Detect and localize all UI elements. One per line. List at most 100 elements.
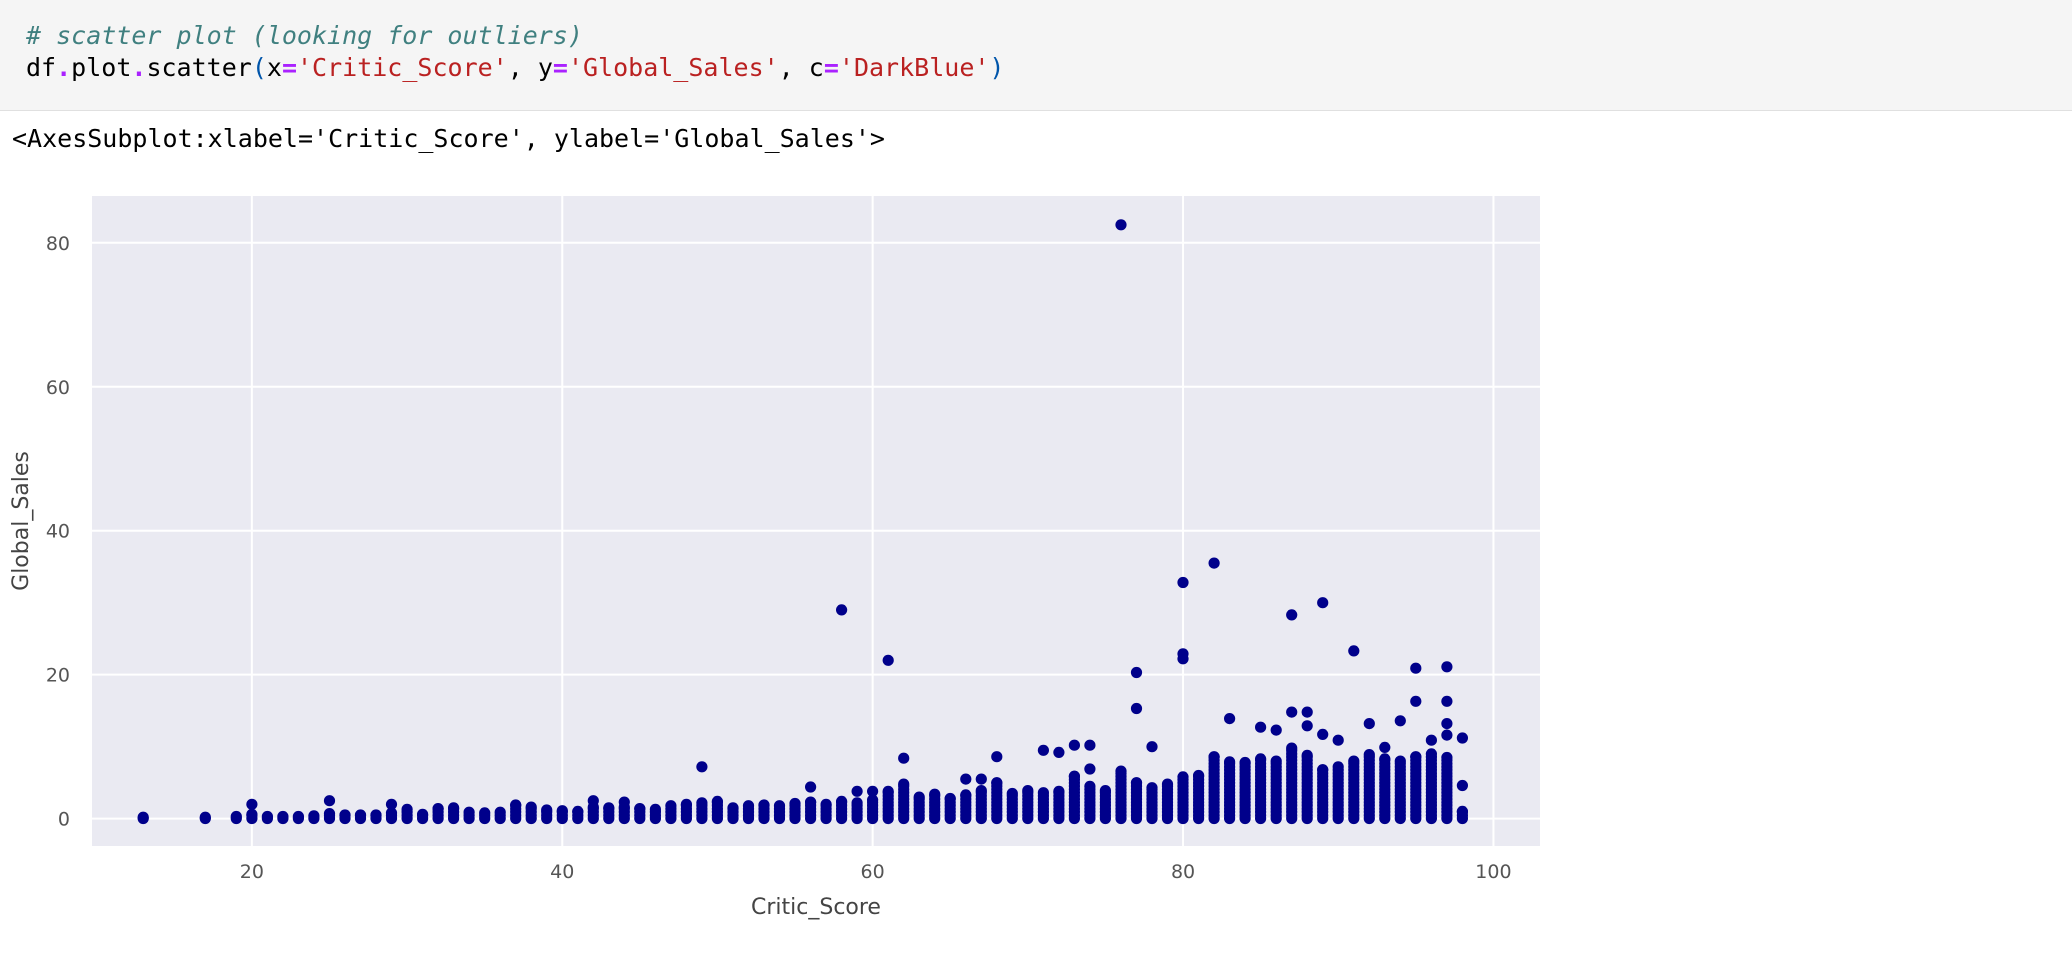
scatter-chart: 20 40 60 80 100 0 20 40 60 80 Critic_Score Global… — [9, 196, 1540, 920]
scatter-point — [572, 805, 584, 818]
scatter-point — [696, 797, 708, 809]
scatter-point — [354, 809, 367, 821]
scatter-point — [898, 752, 910, 764]
scatter-point — [1441, 718, 1453, 730]
code-token-separator: , — [778, 53, 809, 82]
scatter-point — [1224, 756, 1236, 768]
scatter-point — [944, 792, 956, 805]
scatter-point — [836, 604, 848, 616]
scatter-point — [1410, 751, 1422, 763]
scatter-point — [696, 761, 708, 773]
scatter-point — [711, 795, 724, 808]
scatter-point — [541, 804, 553, 816]
scatter-point — [1286, 706, 1298, 718]
scatter-point — [913, 791, 925, 803]
scatter-point — [137, 811, 149, 823]
code-token-separator: , — [507, 53, 538, 82]
scatter-point — [1363, 718, 1375, 730]
scatter-point — [991, 751, 1003, 763]
scatter-point — [246, 798, 258, 810]
scatter-point — [1301, 749, 1313, 761]
scatter-point — [1270, 755, 1282, 767]
scatter-point — [1130, 777, 1143, 789]
scatter-point — [432, 803, 444, 815]
scatter-point — [1456, 779, 1468, 792]
scatter-point — [1332, 761, 1344, 773]
scatter-point — [742, 800, 755, 812]
scatter-point — [323, 795, 336, 807]
scatter-point — [1317, 597, 1329, 609]
scatter-point — [1317, 728, 1329, 741]
scatter-point — [292, 810, 304, 823]
code-token-dot: . — [56, 53, 72, 82]
x-axis-label: Critic_Score — [751, 895, 881, 920]
scatter-point — [1441, 661, 1453, 673]
scatter-point — [898, 778, 910, 790]
scatter-point — [1456, 732, 1468, 744]
scatter-point — [1441, 751, 1453, 764]
scatter-point — [323, 808, 336, 820]
scatter-point — [805, 781, 817, 793]
scatter-point — [1425, 748, 1437, 760]
y-axis-label: Global_Sales — [9, 451, 34, 591]
y-tick-label: 80 — [46, 233, 70, 255]
scatter-point — [230, 810, 242, 823]
scatter-point — [991, 777, 1003, 789]
scatter-point — [805, 796, 817, 808]
x-tick-label: 20 — [240, 861, 264, 883]
scatter-point — [1301, 706, 1313, 718]
scatter-point — [1410, 662, 1422, 674]
scatter-point — [680, 798, 693, 810]
scatter-point — [820, 798, 832, 810]
scatter-point — [960, 789, 972, 801]
scatter-point — [1379, 753, 1391, 765]
tick-labels: 20 40 60 80 100 0 20 40 60 80 — [46, 233, 1512, 883]
scatter-point — [339, 809, 351, 821]
scatter-point — [851, 797, 863, 809]
scatter-point — [385, 798, 398, 810]
scatter-point — [975, 785, 987, 797]
scatter-point — [603, 802, 615, 814]
scatter-point — [1425, 734, 1437, 746]
scatter-point — [1394, 755, 1406, 767]
code-token-equals: = — [281, 53, 297, 82]
x-tick-label: 40 — [550, 861, 574, 883]
scatter-point — [1317, 764, 1329, 776]
scatter-point — [882, 654, 894, 666]
scatter-point — [1099, 785, 1111, 797]
scatter-point — [1037, 787, 1049, 799]
scatter-point — [773, 800, 786, 812]
scatter-point — [1255, 753, 1267, 765]
code-token-paren-close: ) — [989, 53, 1005, 82]
scatter-point — [851, 785, 863, 797]
code-token-string: 'Global_Sales' — [567, 53, 779, 82]
scatter-point — [1394, 715, 1406, 727]
scatter-point — [1130, 702, 1143, 715]
scatter-point — [1193, 769, 1205, 782]
scatter-point — [1115, 765, 1127, 777]
code-token-dot: . — [131, 53, 147, 82]
code-token-string: 'DarkBlue' — [838, 53, 990, 82]
scatter-point — [975, 773, 987, 785]
scatter-point — [1146, 741, 1158, 753]
scatter-point — [1224, 713, 1236, 725]
plot-area — [92, 196, 1540, 846]
y-tick-label: 20 — [46, 665, 70, 687]
scatter-point — [1301, 720, 1313, 732]
scatter-point — [1053, 746, 1065, 759]
scatter-point — [556, 805, 568, 817]
code-cell[interactable]: # scatter plot (looking for outliers) df… — [0, 0, 2072, 111]
scatter-point — [385, 807, 398, 819]
scatter-point — [587, 795, 599, 807]
scatter-point — [665, 800, 677, 812]
scatter-point — [1068, 770, 1080, 782]
scatter-point — [867, 785, 879, 797]
scatter-point — [525, 801, 537, 813]
scatter-point — [1084, 780, 1096, 792]
code-token-paren-open: ( — [251, 53, 267, 82]
scatter-point — [836, 795, 848, 808]
scatter-point — [1177, 771, 1189, 783]
scatter-point — [1161, 778, 1174, 790]
code-token-kwarg-c: c — [808, 53, 824, 82]
scatter-point — [929, 788, 941, 800]
